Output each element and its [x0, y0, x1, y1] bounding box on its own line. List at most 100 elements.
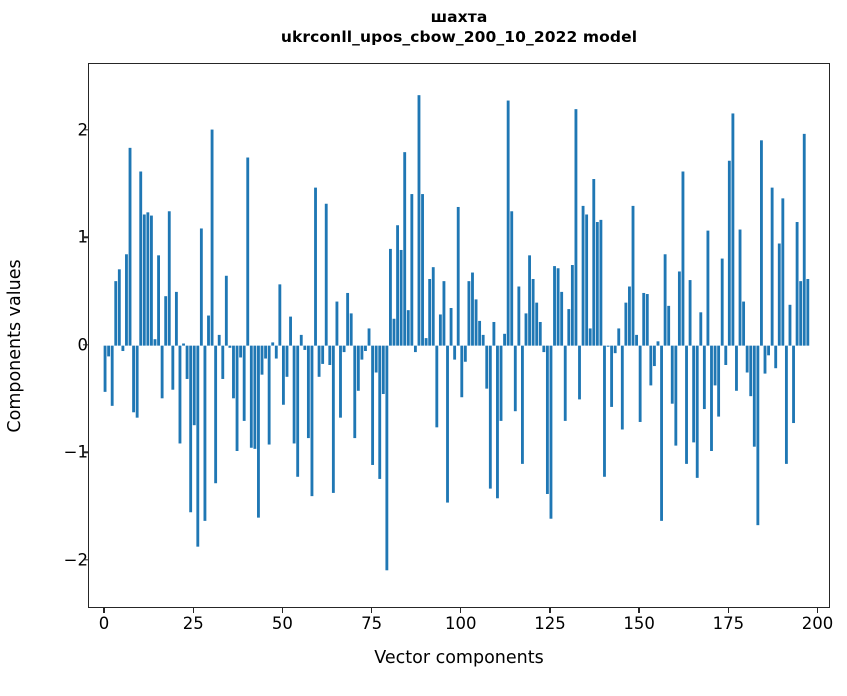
- bar: [474, 299, 478, 346]
- bar: [777, 243, 781, 346]
- bar: [781, 198, 785, 346]
- bar: [652, 345, 656, 367]
- bar: [221, 345, 225, 379]
- bar: [260, 345, 264, 375]
- bar: [296, 345, 300, 477]
- bar: [702, 345, 706, 410]
- bar: [635, 334, 638, 346]
- bar: [189, 345, 193, 513]
- bar: [417, 95, 421, 346]
- bar: [556, 268, 560, 346]
- bar: [139, 171, 143, 346]
- bar: [467, 281, 471, 346]
- bar: [117, 269, 121, 346]
- bar: [442, 281, 446, 346]
- bar: [738, 229, 742, 346]
- bar: [731, 113, 735, 346]
- bar: [760, 140, 763, 346]
- bar: [713, 345, 717, 386]
- bar: [521, 345, 524, 464]
- bar: [599, 219, 603, 346]
- bar: [692, 345, 696, 443]
- x-axis-label: Vector components: [374, 648, 544, 668]
- bar: [146, 212, 150, 346]
- bar: [735, 345, 738, 391]
- bar: [481, 334, 485, 346]
- bar: [503, 333, 507, 346]
- bar: [174, 291, 178, 346]
- x-tick-mark: [816, 608, 819, 613]
- bar: [574, 109, 578, 346]
- x-tick-mark: [192, 608, 194, 613]
- bar: [792, 345, 795, 424]
- x-tick-label: 50: [271, 614, 293, 633]
- bar: [449, 308, 453, 346]
- bar: [278, 284, 282, 346]
- bar: [578, 345, 581, 400]
- bar: [688, 280, 692, 346]
- bar: [524, 313, 528, 346]
- bar: [406, 310, 410, 346]
- bar: [595, 222, 599, 346]
- x-tick-label: 175: [712, 614, 745, 633]
- x-tick-label: 100: [445, 614, 477, 633]
- x-tick-label: 0: [98, 614, 110, 633]
- bar: [553, 266, 556, 346]
- bar: [670, 345, 674, 404]
- bar: [581, 205, 585, 346]
- bar: [378, 345, 382, 479]
- bar: [788, 304, 792, 346]
- bar: [317, 345, 321, 377]
- bar: [242, 345, 246, 421]
- bar: [157, 255, 160, 346]
- bar: [374, 345, 378, 373]
- bar: [677, 271, 681, 346]
- bar: [545, 345, 549, 494]
- bar: [410, 194, 414, 346]
- bar: [292, 345, 296, 444]
- bar: [314, 187, 317, 346]
- bar: [603, 345, 606, 477]
- bar: [638, 345, 642, 422]
- bar: [660, 345, 663, 521]
- bar: [289, 316, 292, 346]
- bar: [763, 345, 767, 374]
- bar: [456, 206, 460, 346]
- bar: [485, 345, 489, 389]
- bar: [642, 292, 646, 346]
- bar: [542, 345, 546, 353]
- bar: [353, 345, 357, 439]
- bar: [335, 301, 339, 346]
- bar: [210, 129, 214, 346]
- x-tick-label: 25: [182, 614, 204, 633]
- bar: [192, 345, 196, 426]
- bar: [752, 345, 756, 447]
- x-tick-mark: [460, 608, 462, 613]
- bar: [367, 328, 371, 346]
- bar: [385, 345, 389, 571]
- bar: [460, 345, 464, 398]
- plot-area: [88, 63, 830, 608]
- bar: [114, 281, 118, 346]
- bar: [125, 254, 128, 346]
- bar: [303, 345, 307, 350]
- bar: [745, 345, 749, 373]
- bar: [171, 345, 175, 390]
- x-tick-mark: [549, 608, 551, 613]
- bar: [160, 345, 164, 399]
- bar: [196, 345, 200, 547]
- bar: [570, 265, 574, 346]
- bar: [496, 345, 499, 499]
- bar: [167, 211, 171, 346]
- bar: [435, 345, 439, 428]
- x-tick-mark: [103, 608, 105, 613]
- bar: [471, 272, 474, 346]
- x-tick-label: 75: [361, 614, 383, 633]
- bar: [563, 345, 567, 421]
- bar: [403, 152, 407, 346]
- bar: [128, 147, 132, 346]
- y-tick-label: 2: [42, 120, 89, 139]
- bar: [770, 187, 774, 346]
- x-tick-mark: [370, 608, 373, 613]
- bar: [346, 292, 350, 346]
